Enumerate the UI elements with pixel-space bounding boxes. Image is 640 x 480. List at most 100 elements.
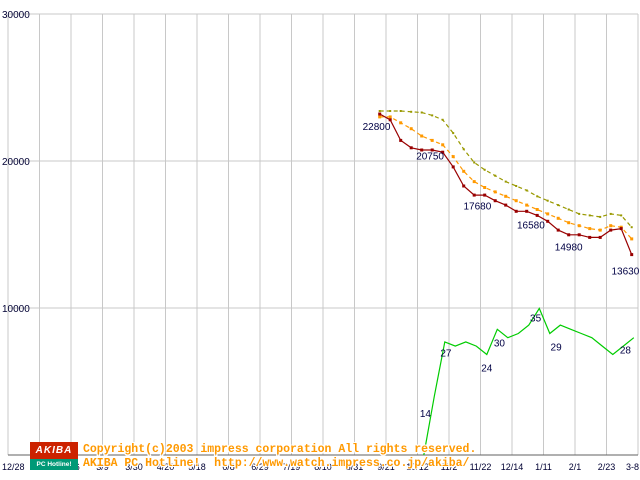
min-price-marker (441, 150, 445, 154)
max-price-marker (504, 180, 507, 183)
min-price-marker (451, 165, 455, 169)
min-price-marker (514, 209, 518, 213)
annotation-16580: 16580 (517, 221, 545, 232)
min-price-marker (609, 228, 613, 232)
copyright-text: Copyright(c)2003 impress corporation All… (83, 443, 477, 456)
max-price-marker (557, 204, 560, 207)
annotation-35: 35 (530, 313, 542, 324)
series-max-price (378, 110, 633, 229)
x-tick-label: 11/22 (470, 462, 492, 472)
avg-price-marker (609, 224, 613, 228)
avg-price-marker (451, 155, 455, 159)
min-price-marker (483, 193, 487, 197)
max-price-marker (494, 174, 497, 177)
max-price-marker (410, 110, 413, 113)
max-price-marker (441, 118, 444, 121)
avg-price-marker (577, 224, 581, 228)
avg-price-marker (388, 115, 392, 119)
min-price-marker (430, 148, 434, 152)
copyright-text-block: Copyright(c)2003 impress corporation All… (83, 442, 476, 471)
series-avg-price (378, 115, 634, 241)
max-price-marker (483, 168, 486, 171)
avg-price-marker (409, 127, 413, 131)
min-price-marker (546, 219, 550, 223)
series-shop-count (423, 307, 635, 456)
max-price-marker (462, 148, 465, 151)
min-price-marker (462, 184, 466, 188)
x-tick-label: 12/14 (501, 462, 524, 472)
x-tick-label: 3-8 (626, 462, 639, 472)
copyright-overlay: AKIBA PC Hotline! Copyright(c)2003 impre… (30, 442, 476, 471)
avg-price-marker (598, 228, 602, 232)
value-annotations: 22800 20750 17680 16580 14980 13630 14 27 24 30 35… (363, 122, 640, 420)
max-price-marker (515, 185, 518, 187)
max-price-marker (546, 199, 549, 202)
min-price-marker (525, 209, 529, 213)
gridlines (7, 13, 639, 455)
annotation-14980: 14980 (555, 243, 583, 254)
avg-price-marker (514, 199, 518, 203)
x-tick-label: 3/9 (96, 462, 109, 472)
min-price-marker (619, 227, 623, 231)
avg-price-marker (472, 180, 476, 184)
min-price-marker (399, 138, 403, 142)
avg-price-marker (630, 237, 634, 241)
max-price-marker (378, 110, 381, 112)
annotation-27: 27 (440, 349, 452, 360)
annotation-17680: 17680 (463, 202, 491, 213)
x-tick-label: 10/12 (406, 462, 429, 472)
min-price-marker (472, 193, 476, 197)
annotation-13630: 13630 (611, 266, 639, 277)
y-tick-label: 20000 (2, 157, 30, 168)
max-price-marker (536, 195, 539, 198)
annotation-24: 24 (481, 363, 493, 374)
avg-price-marker (441, 143, 445, 147)
min-price-marker (588, 235, 592, 239)
avg-price-marker (546, 212, 550, 216)
x-tick-label: 6/29 (251, 462, 269, 472)
x-tick-label: 6/8 (222, 462, 235, 472)
avg-price-marker (420, 134, 424, 138)
max-price-marker (630, 226, 633, 229)
max-price-marker (420, 111, 423, 114)
min-price-marker (409, 146, 413, 150)
avg-price-marker (556, 216, 560, 220)
annotation-28: 28 (620, 346, 632, 357)
logo-pc-hotline-text: PC Hotline! (30, 459, 78, 470)
avg-price-marker (567, 221, 571, 225)
max-price-marker (431, 114, 434, 117)
x-tick-label: 3/30 (125, 462, 143, 472)
y-tick-label: 30000 (2, 10, 30, 21)
annotation-20750: 20750 (416, 152, 444, 163)
annotation-14: 14 (420, 409, 432, 420)
max-price-marker (588, 214, 591, 217)
max-price-marker (620, 214, 623, 217)
logo-akiba-text: AKIBA (30, 442, 78, 459)
min-price-marker (388, 118, 392, 122)
x-tick-label: 8/10 (314, 462, 332, 472)
avg-price-marker (493, 190, 497, 194)
max-price-marker (452, 132, 455, 135)
avg-price-marker (430, 138, 434, 142)
site-url-text: AKIBA PC Hotline! http://www.watch.impre… (83, 457, 470, 470)
avg-price-marker (535, 208, 539, 211)
akiba-pc-hotline-logo: AKIBA PC Hotline! (30, 442, 78, 470)
min-price-marker (577, 233, 581, 237)
min-price-marker (630, 253, 634, 257)
y-axis-labels: 30000 20000 10000 (2, 10, 30, 315)
min-price-marker (598, 235, 602, 239)
annotation-29: 29 (551, 343, 563, 354)
x-tick-label: 12/28 (2, 462, 25, 472)
annotation-30: 30 (494, 338, 506, 349)
avg-price-marker (462, 169, 466, 173)
max-price-marker (599, 215, 602, 218)
max-price-marker (473, 161, 476, 164)
x-tick-label: 11/2 (441, 462, 458, 472)
y-tick-label: 10000 (2, 304, 30, 315)
x-tick-label: 2/1 (569, 462, 582, 472)
x-tick-label: 5/18 (188, 462, 206, 472)
avg-price-marker (588, 227, 592, 231)
min-price-marker (420, 148, 424, 152)
